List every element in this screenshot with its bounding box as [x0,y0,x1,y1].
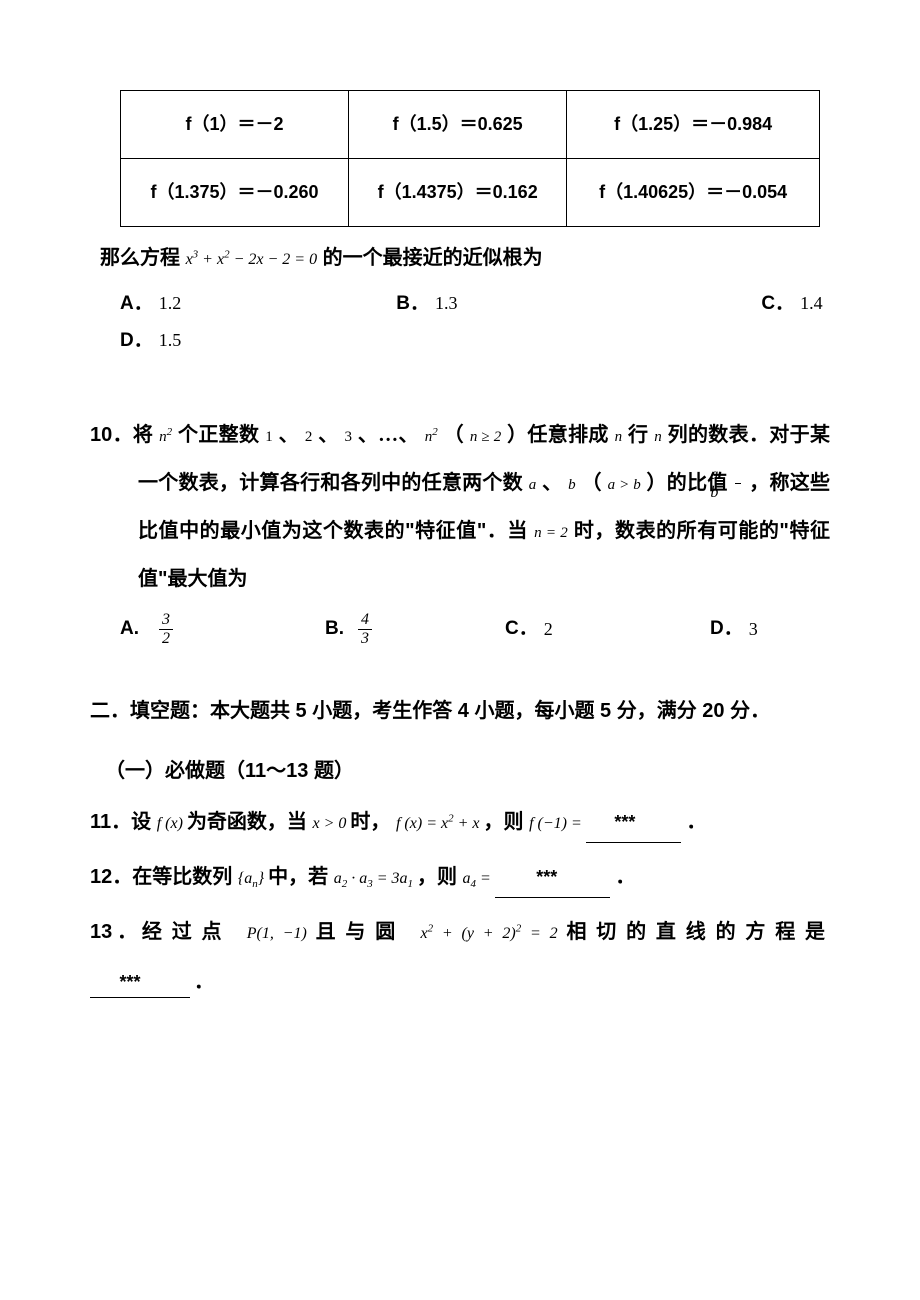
q11-blank: *** [586,802,681,843]
table-cell: f（1.5）＝0.625 [349,91,567,159]
q10-text: 10．将 n2 个正整数 1 、 2 、 3 、…、 n2 （ n ≥ 2 ）任… [90,411,830,603]
q13: 13．经过点 P(1, −1) 且与圆 x2 + (y + 2)2 = 2 相切… [90,912,830,952]
q9-options-row1: A．1.2 B．1.3 C．1.4 [120,289,860,319]
q12-blank: *** [495,857,610,898]
q9-stem: 那么方程 x3 + x2 − 2x − 2 = 0 的一个最接近的近似根为 [100,242,860,274]
table-cell: f（1）＝－2 [121,91,349,159]
q10-option-a: A. 32 [120,611,325,647]
q12: 12．在等比数列 {an} 中，若 a2 · a3 = 3a1 ，则 a4 = … [90,857,830,898]
q13-blank: *** [90,968,190,998]
q11: 11．设 f (x) 为奇函数，当 x > 0 时， f (x) = x2 + … [90,802,830,843]
function-values-table: f（1）＝－2 f（1.5）＝0.625 f（1.25）＝－0.984 f（1.… [120,90,820,227]
q9-suffix: 的一个最接近的近似根为 [323,247,543,269]
table-cell: f（1.375）＝－0.260 [121,159,349,227]
q10-option-d: D． 3 [710,614,758,644]
q9-option-d: D．1.5 [120,326,181,356]
table-row: f（1）＝－2 f（1.5）＝0.625 f（1.25）＝－0.984 [121,91,820,159]
q9-prefix: 那么方程 [100,247,180,269]
q9-equation: x3 + x2 − 2x − 2 = 0 [186,251,318,268]
q9-option-b: B．1.3 [396,289,761,319]
q13-blank-line: *** ． [90,966,830,998]
q9-option-c: C．1.4 [761,289,860,319]
q10-option-c: C． 2 [505,614,710,644]
subsection-required: （一）必做题（11～13 题） [105,755,830,787]
table-row: f（1.375）＝－0.260 f（1.4375）＝0.162 f（1.4062… [121,159,820,227]
q9-options-row2: D．1.5 [120,326,860,356]
q10-options: A. 32 B. 43 C． 2 D． 3 [120,611,860,647]
table-cell: f（1.25）＝－0.984 [567,91,820,159]
q9-option-a: A．1.2 [120,289,396,319]
table-cell: f（1.40625）＝－0.054 [567,159,820,227]
section2-title: 二．填空题：本大题共 5 小题，考生作答 4 小题，每小题 5 分，满分 20 … [90,687,830,735]
q10-option-b: B. 43 [325,611,505,647]
table-cell: f（1.4375）＝0.162 [349,159,567,227]
